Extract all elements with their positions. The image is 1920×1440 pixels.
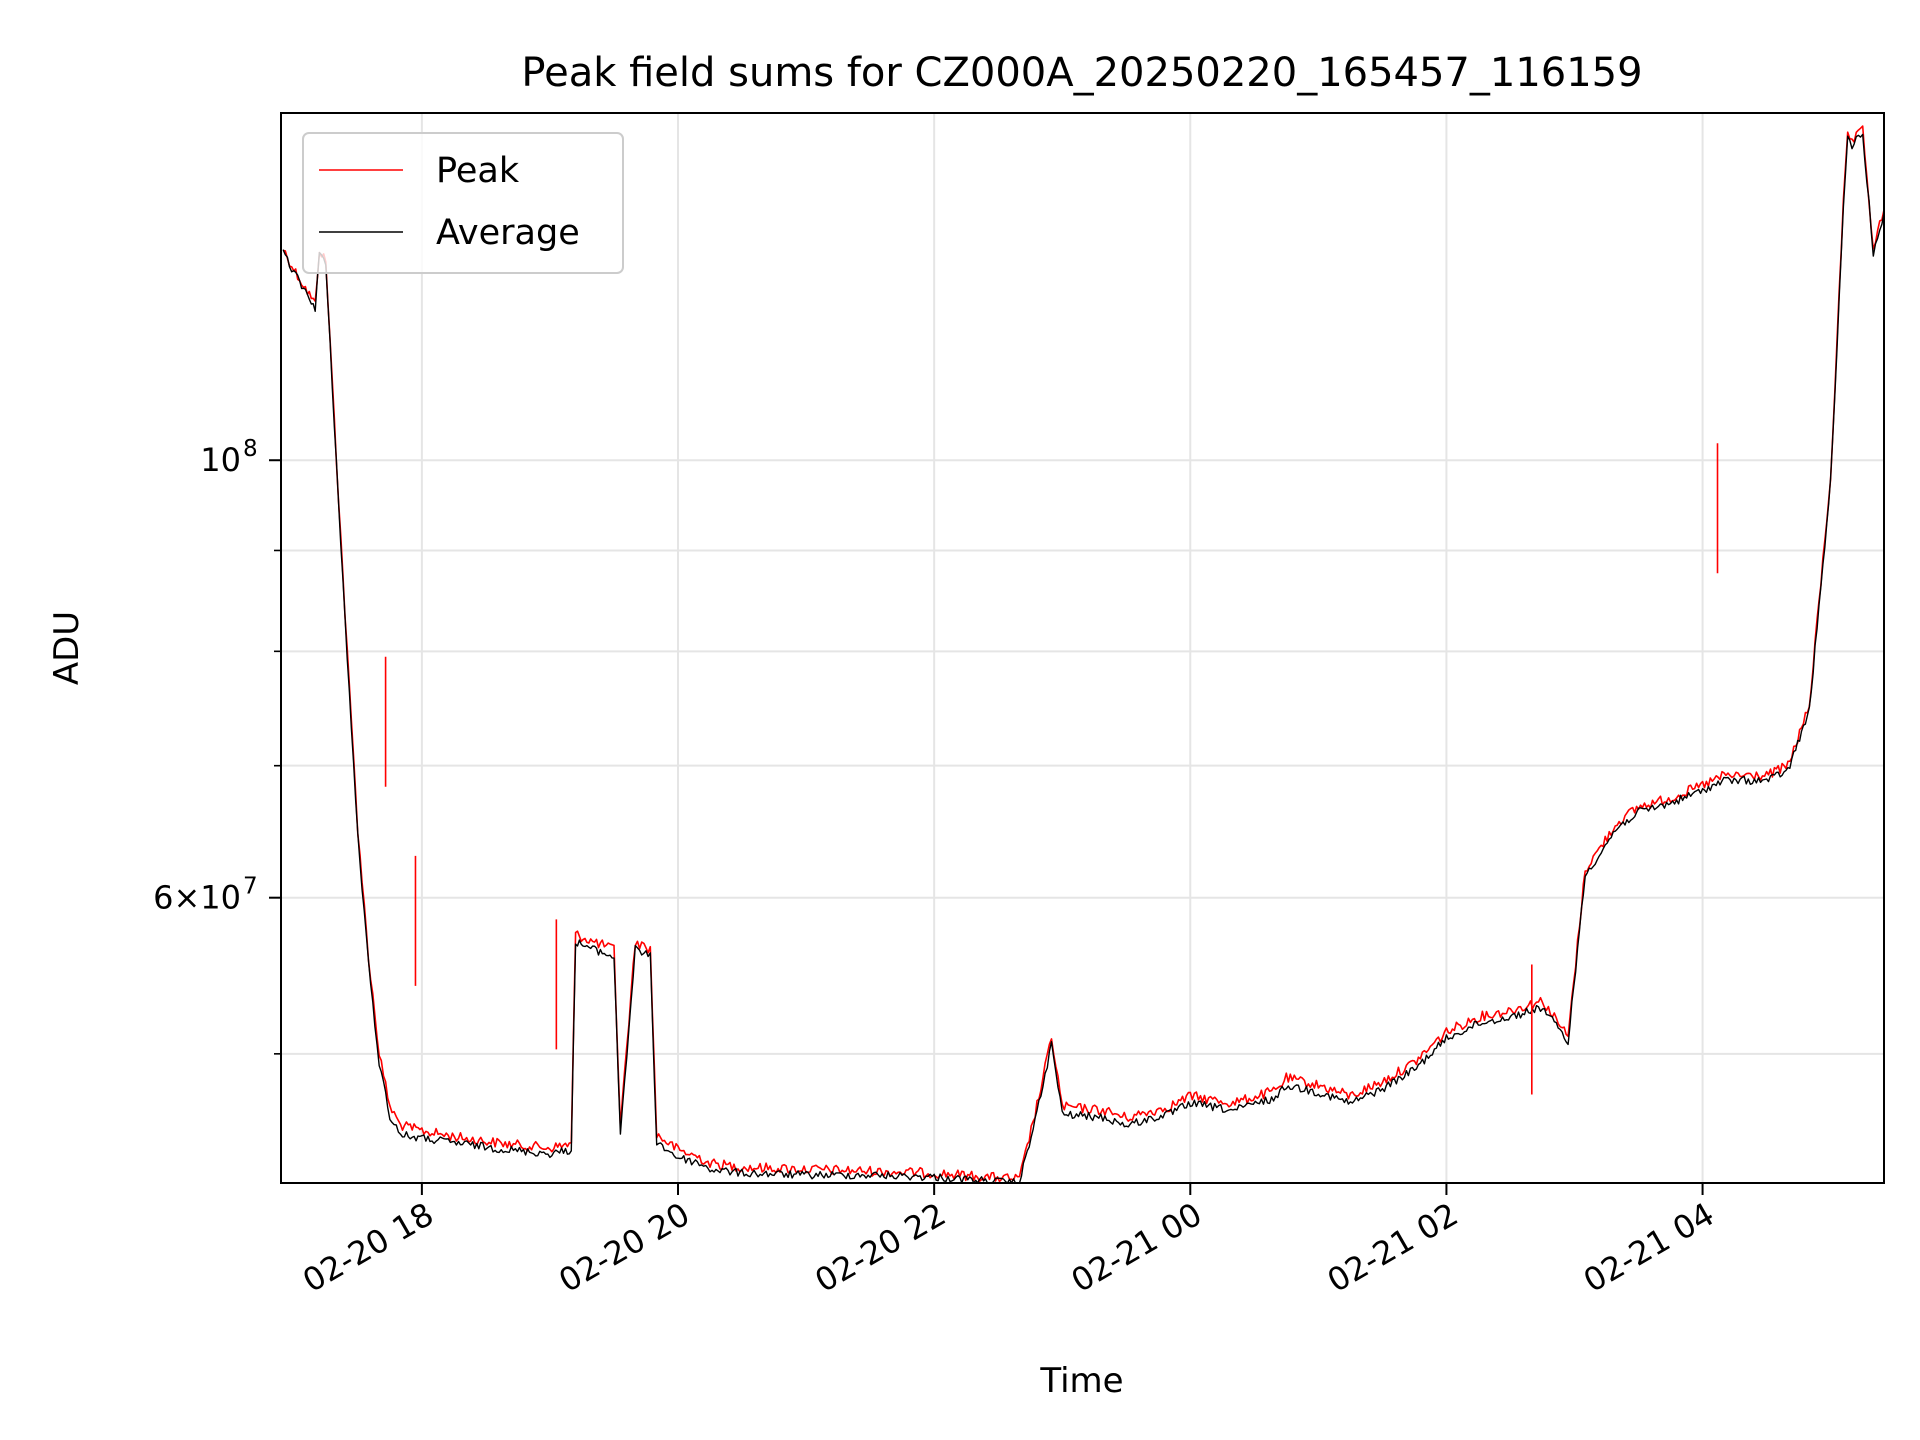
y-tick-label-exponent: 7 <box>243 874 258 900</box>
legend-label-average: Average <box>436 213 580 253</box>
legend: Peak Average <box>302 132 624 274</box>
series-line-peak <box>282 125 1885 1183</box>
y-tick-label: 10 <box>200 441 241 479</box>
y-tick-label-base: 6×10 <box>153 879 241 917</box>
legend-label-peak: Peak <box>436 151 520 191</box>
plot-frame <box>280 112 1885 1184</box>
series-line-average <box>282 133 1885 1184</box>
x-axis-label: Time <box>1039 1361 1123 1401</box>
grid <box>281 113 1884 1183</box>
y-tick-label: 6×10 <box>153 879 241 917</box>
y-tick-label-base: 10 <box>200 441 241 479</box>
series-layer <box>282 125 1885 1184</box>
y-tick-label-exponent: 8 <box>243 436 258 462</box>
legend-box <box>302 132 624 274</box>
chart-title: Peak field sums for CZ000A_20250220_1654… <box>521 50 1642 96</box>
y-axis-label: ADU <box>47 611 87 685</box>
